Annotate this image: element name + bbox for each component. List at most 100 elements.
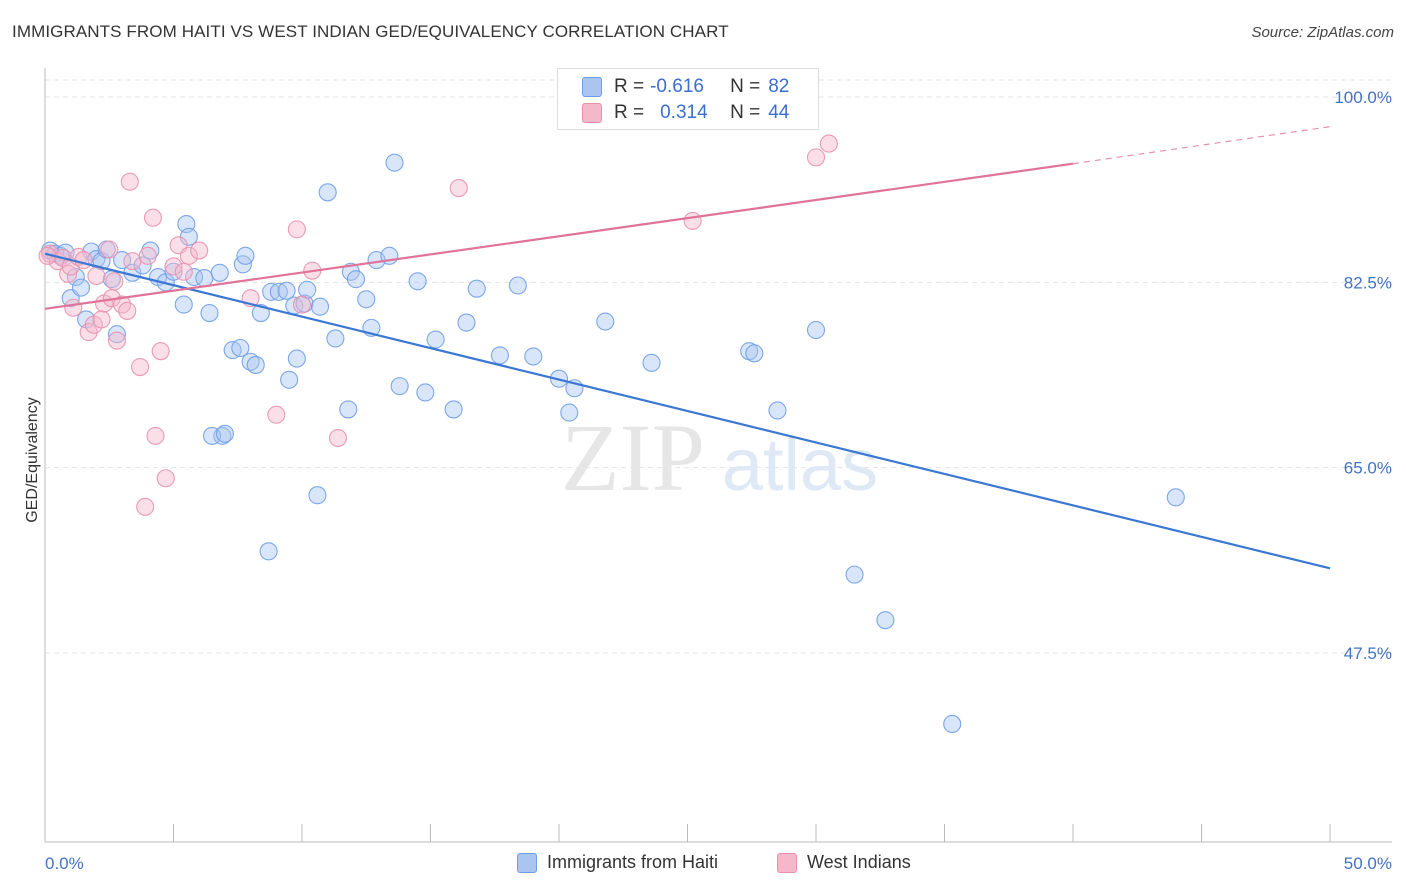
west-indian-point — [74, 251, 93, 270]
watermark-zip: ZIP — [561, 404, 705, 511]
haiti-point — [943, 714, 962, 734]
west-indian-point — [819, 134, 838, 153]
haiti-point — [876, 611, 895, 630]
haiti-point — [490, 346, 509, 365]
haiti-point — [444, 400, 463, 419]
stats-row-west-indians: R = 0.314 N = 44 — [582, 100, 790, 126]
legend-label-haiti: Immigrants from Haiti — [547, 852, 719, 872]
haiti-trend-line — [44, 252, 1331, 570]
west-indian-point — [292, 295, 312, 314]
haiti-point — [768, 401, 787, 420]
haiti-point — [326, 329, 345, 348]
stats-n-value: 82 — [768, 76, 790, 97]
haiti-point — [467, 279, 486, 298]
haiti-point — [210, 263, 229, 282]
y-tick-label: 65.0% — [1344, 459, 1392, 478]
legend-swatch-west-indians — [777, 852, 797, 873]
haiti-point — [357, 290, 376, 309]
haiti-point — [390, 377, 409, 396]
haiti-point — [385, 153, 404, 172]
haiti-point — [236, 246, 255, 265]
haiti-point — [806, 320, 826, 340]
stats-legend: R = -0.616 N = 82 R = 0.314 N = 44 — [557, 68, 819, 130]
haiti-point — [642, 353, 661, 372]
haiti-point — [346, 270, 366, 289]
source-label: Source: ZipAtlas.com — [1251, 24, 1394, 41]
haiti-point — [408, 272, 427, 291]
data-points — [38, 134, 1185, 734]
haiti-point — [251, 303, 270, 323]
x-tick-label: 50.0% — [1344, 854, 1392, 873]
haiti-point — [269, 282, 288, 301]
stats-r-label: R = — [614, 102, 645, 123]
haiti-point — [1166, 488, 1185, 507]
watermark: ZIP atlas — [561, 404, 878, 511]
legend-item-west-indians[interactable]: West Indians — [777, 852, 911, 873]
haiti-point — [231, 338, 250, 358]
haiti-point — [107, 325, 127, 344]
haiti-point — [195, 269, 214, 288]
haiti-point — [426, 330, 445, 349]
west-indian-point — [59, 264, 78, 283]
west-indian-point — [267, 405, 286, 424]
west-indian-trend-extension — [1072, 126, 1331, 165]
haiti-point — [416, 383, 435, 402]
stats-n-value: 44 — [768, 102, 790, 123]
haiti-point — [200, 303, 219, 323]
haiti-point — [287, 349, 306, 368]
west-indian-point — [107, 331, 127, 350]
stats-swatch-haiti — [582, 77, 602, 97]
west-indian-point — [131, 358, 150, 377]
x-tick-labels: 0.0% 50.0% — [45, 854, 1392, 873]
haiti-point — [133, 256, 152, 275]
west-indian-point — [174, 262, 193, 281]
haiti-point — [524, 347, 543, 366]
west-indian-point — [105, 272, 124, 291]
haiti-point — [262, 282, 281, 301]
stats-r-label: R = — [614, 76, 645, 97]
haiti-point — [213, 426, 232, 445]
west-indian-point — [120, 172, 139, 191]
trend-lines — [44, 126, 1331, 570]
haiti-point — [560, 403, 579, 422]
west-indian-point — [87, 266, 106, 286]
west-indian-point — [136, 497, 155, 516]
west-indian-point — [287, 220, 306, 239]
legend-swatch-haiti — [517, 852, 537, 873]
west-indian-point — [64, 298, 83, 317]
y-tick-label: 82.5% — [1344, 273, 1392, 292]
west-indian-point — [164, 257, 183, 276]
haiti-point — [308, 486, 327, 505]
haiti-point — [71, 278, 91, 297]
west-indian-point — [100, 240, 119, 259]
west-indian-point — [179, 246, 198, 265]
legend-item-haiti[interactable]: Immigrants from Haiti — [517, 852, 718, 873]
haiti-point — [318, 183, 337, 202]
west-indian-point — [118, 301, 137, 320]
west-indian-point — [92, 310, 111, 329]
axes — [44, 68, 1392, 843]
stats-swatch-west-indians — [582, 103, 602, 123]
haiti-point — [215, 424, 234, 443]
west-indian-point — [143, 208, 162, 227]
haiti-point — [596, 312, 615, 331]
chart-title: IMMIGRANTS FROM HAITI VS WEST INDIAN GED… — [12, 22, 729, 41]
y-axis-label: GED/Equivalency — [24, 397, 41, 522]
west-indian-point — [123, 252, 142, 271]
y-tick-label: 47.5% — [1344, 644, 1392, 663]
stats-r-value: -0.616 — [650, 76, 704, 97]
haiti-point — [339, 400, 358, 419]
west-indian-point — [138, 246, 157, 265]
haiti-point — [174, 295, 193, 314]
haiti-point — [259, 542, 278, 561]
x-tick-label: 0.0% — [45, 854, 84, 873]
haiti-point — [280, 370, 299, 389]
watermark-atlas: atlas — [722, 423, 878, 506]
haiti-point — [241, 352, 260, 371]
haiti-point — [745, 344, 764, 363]
west-indian-point — [328, 428, 348, 448]
chart-legend: Immigrants from Haiti West Indians — [0, 852, 1406, 878]
haiti-point — [164, 262, 183, 281]
west-indian-point — [449, 179, 468, 198]
